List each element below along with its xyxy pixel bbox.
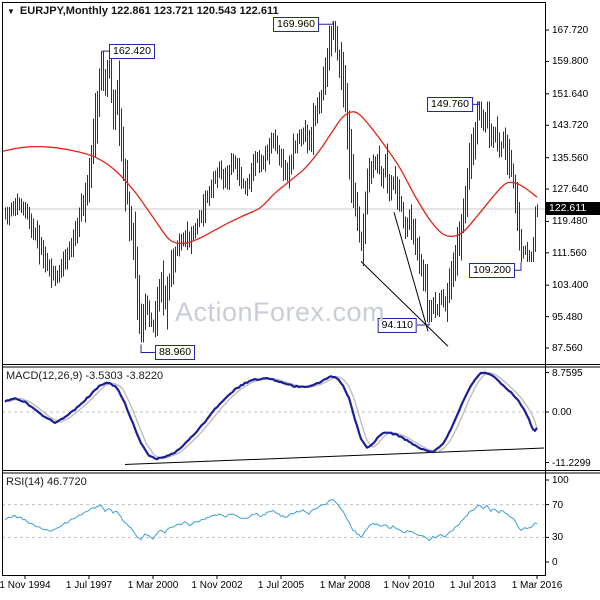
channel-lower-trendline[interactable] <box>360 261 449 347</box>
watermark: ActionForex.com <box>174 297 386 327</box>
macd-support-trendline[interactable] <box>124 447 545 466</box>
annotation-connector <box>417 322 430 326</box>
ma-line <box>3 111 538 245</box>
symbol-title: EURJPY,Monthly 122.861 123.721 120.543 1… <box>19 5 279 17</box>
chart-title-bar: ▼ EURJPY,Monthly 122.861 123.721 120.543 … <box>7 5 279 17</box>
annotation-connector <box>140 344 155 353</box>
macd-indicator-label: MACD(12,26,9) -3.5303 -3.8220 <box>6 370 164 382</box>
channel-upper-trendline[interactable] <box>393 212 429 332</box>
price-bars <box>5 21 538 343</box>
annotation-connector <box>319 21 334 25</box>
macd-line <box>4 371 538 461</box>
rsi-indicator-label: RSI(14) 46.7720 <box>6 476 87 488</box>
rsi-line <box>4 498 538 542</box>
current-price-tag: 122.611 <box>546 202 600 215</box>
annotation-connector <box>473 101 480 105</box>
chart-frame <box>2 2 546 576</box>
annotation-connector <box>515 262 522 271</box>
collapse-icon[interactable]: ▼ <box>7 7 15 16</box>
